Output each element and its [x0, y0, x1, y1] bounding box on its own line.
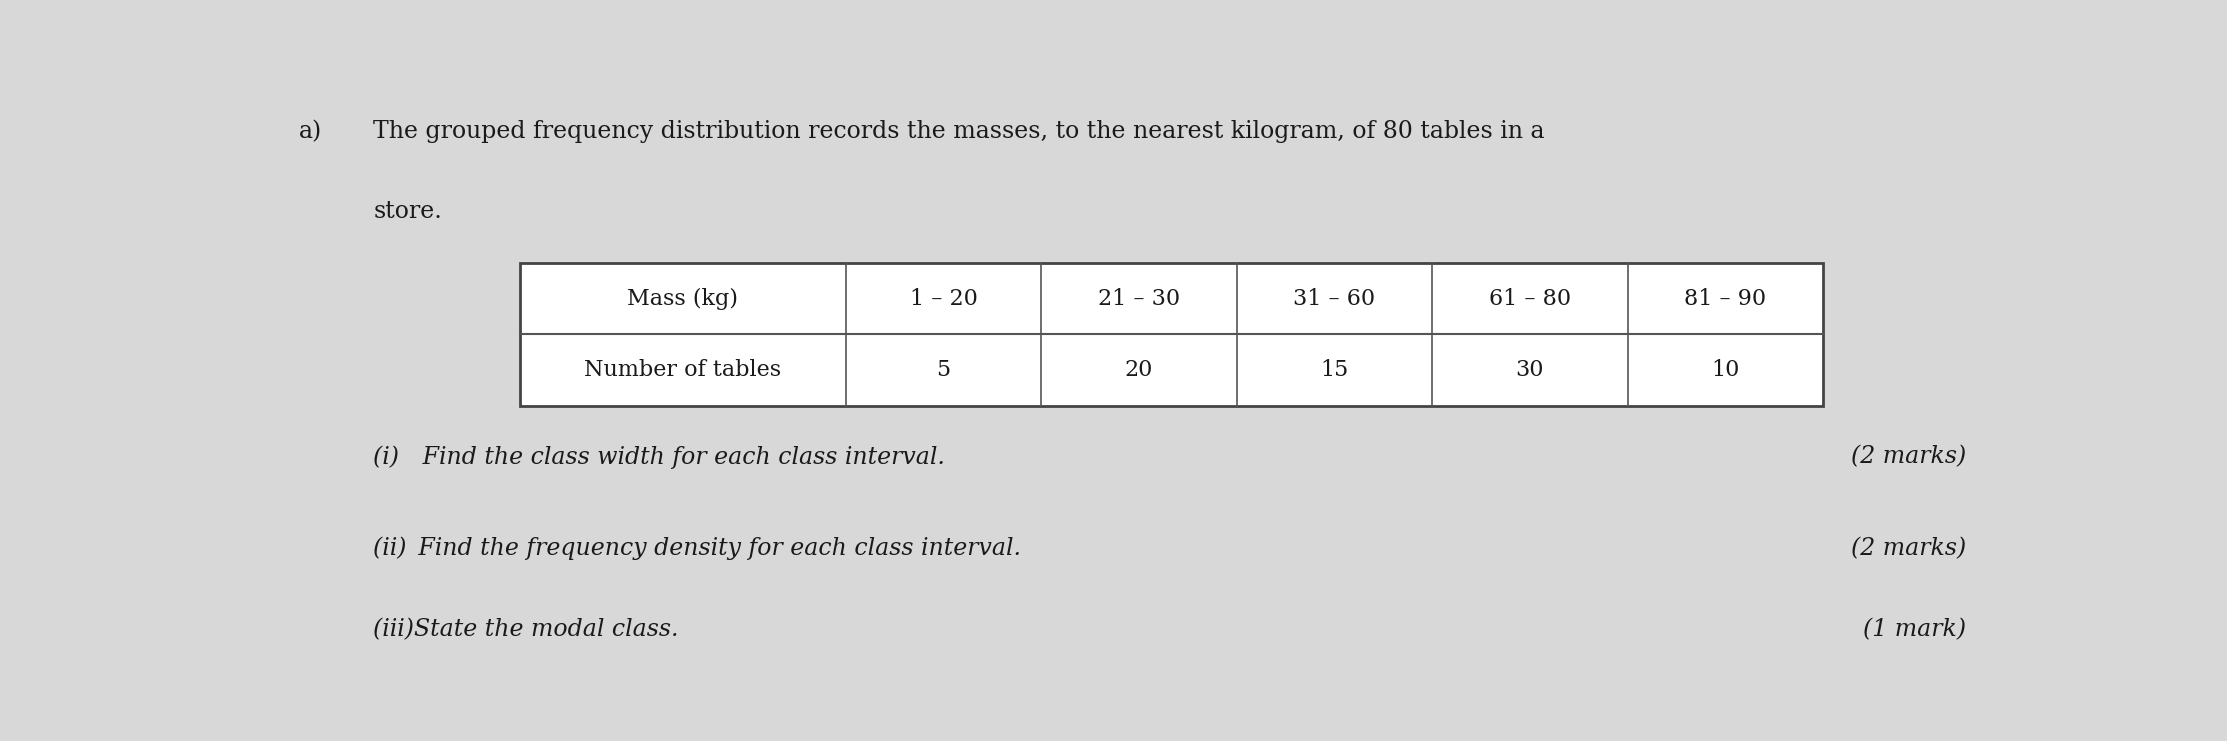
Text: 61 – 80: 61 – 80: [1490, 288, 1570, 310]
Text: 5: 5: [935, 359, 951, 381]
Text: 30: 30: [1517, 359, 1543, 381]
Text: 31 – 60: 31 – 60: [1294, 288, 1376, 310]
Text: (iii)State the modal class.: (iii)State the modal class.: [374, 619, 679, 642]
Text: store.: store.: [374, 200, 443, 223]
Text: 20: 20: [1125, 359, 1154, 381]
Text: 15: 15: [1321, 359, 1350, 381]
Text: (i) Find the class width for each class interval.: (i) Find the class width for each class …: [374, 445, 944, 469]
Text: 10: 10: [1710, 359, 1739, 381]
Text: The grouped frequency distribution records the masses, to the nearest kilogram, : The grouped frequency distribution recor…: [374, 120, 1546, 143]
Text: a): a): [298, 120, 323, 143]
Text: (2 marks): (2 marks): [1851, 536, 1966, 559]
Text: 21 – 30: 21 – 30: [1098, 288, 1180, 310]
Text: (2 marks): (2 marks): [1851, 445, 1966, 468]
Text: (1 mark): (1 mark): [1864, 619, 1966, 642]
Text: Number of tables: Number of tables: [583, 359, 782, 381]
Text: 1 – 20: 1 – 20: [909, 288, 978, 310]
Text: 81 – 90: 81 – 90: [1684, 288, 1766, 310]
Text: Mass (kg): Mass (kg): [628, 288, 739, 310]
Text: (ii) Find the frequency density for each class interval.: (ii) Find the frequency density for each…: [374, 536, 1022, 560]
